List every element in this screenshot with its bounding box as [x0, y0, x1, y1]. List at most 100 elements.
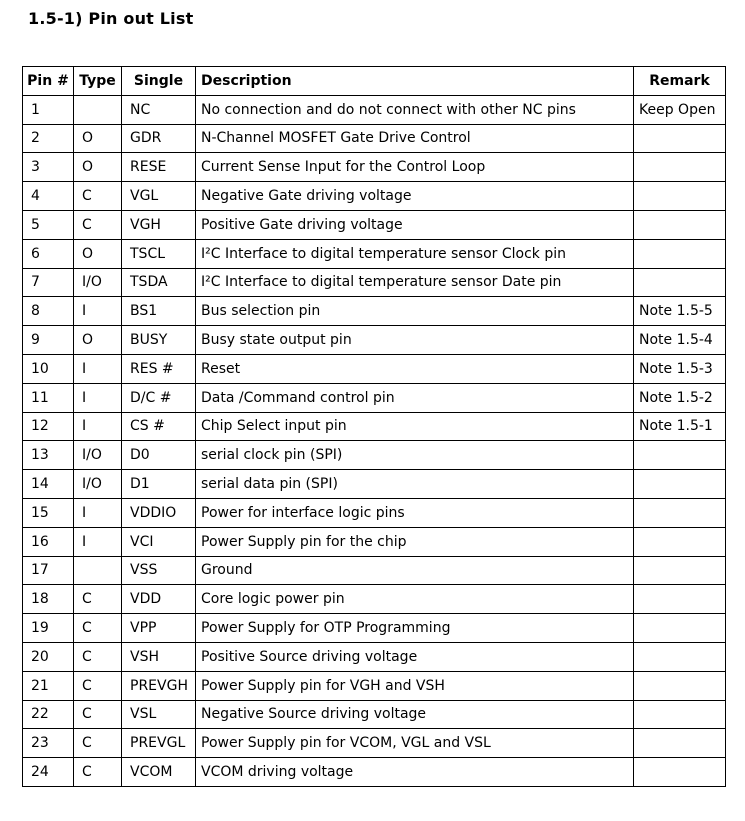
cell-single: NC	[121, 94, 196, 125]
cell-type	[73, 94, 122, 125]
cell-pin-number: 16	[22, 526, 74, 557]
cell-single: VCOM	[121, 757, 196, 787]
cell-pin-number: 11	[22, 382, 74, 413]
cell-single: VSH	[121, 641, 196, 672]
table-row: 22 C VSL Negative Source driving voltage	[22, 699, 726, 730]
cell-pin-number: 1	[22, 94, 74, 125]
cell-type: C	[73, 181, 122, 211]
cell-remark	[633, 757, 726, 787]
cell-pin-number: 20	[22, 641, 74, 672]
cell-description: Reset	[195, 353, 634, 384]
cell-single: VPP	[121, 613, 196, 643]
cell-pin-number: 8	[22, 296, 74, 327]
cell-single: VDD	[121, 584, 196, 615]
cell-description: Power Supply for OTP Programming	[195, 613, 634, 643]
cell-pin-number: 19	[22, 613, 74, 643]
table-row: 9 O BUSY Busy state output pin Note 1.5-…	[22, 325, 726, 355]
cell-pin-number: 7	[22, 267, 74, 298]
cell-remark	[633, 238, 726, 269]
cell-pin-number: 14	[22, 469, 74, 499]
cell-description: Ground	[195, 555, 634, 586]
header-pin-number: Pin #	[22, 66, 74, 96]
cell-type: I	[73, 526, 122, 557]
cell-single: D/C #	[121, 382, 196, 413]
cell-remark: Note 1.5-5	[633, 296, 726, 327]
cell-description: N-Channel MOSFET Gate Drive Control	[195, 123, 634, 154]
cell-type: I/O	[73, 440, 122, 471]
cell-remark: Note 1.5-2	[633, 382, 726, 413]
cell-type: C	[73, 699, 122, 730]
cell-pin-number: 6	[22, 238, 74, 269]
table-header-row: Pin # Type Single Description Remark	[22, 66, 726, 96]
table-row: 2 O GDR N-Channel MOSFET Gate Drive Cont…	[22, 123, 726, 154]
cell-remark	[633, 152, 726, 183]
cell-type: C	[73, 757, 122, 787]
cell-remark	[633, 584, 726, 615]
cell-description: I²C Interface to digital temperature sen…	[195, 238, 634, 269]
cell-remark	[633, 728, 726, 759]
cell-single: GDR	[121, 123, 196, 154]
cell-remark	[633, 497, 726, 528]
table-row: 18 C VDD Core logic power pin	[22, 584, 726, 615]
header-description: Description	[195, 66, 634, 96]
cell-description: Chip Select input pin	[195, 411, 634, 442]
cell-remark	[633, 123, 726, 154]
cell-description: Negative Source driving voltage	[195, 699, 634, 730]
cell-description: Core logic power pin	[195, 584, 634, 615]
cell-single: VGH	[121, 209, 196, 240]
cell-single: BS1	[121, 296, 196, 327]
cell-remark	[633, 699, 726, 730]
cell-type: I/O	[73, 469, 122, 499]
table-row: 17 VSS Ground	[22, 555, 726, 586]
cell-pin-number: 23	[22, 728, 74, 759]
cell-pin-number: 21	[22, 670, 74, 701]
cell-remark: Note 1.5-3	[633, 353, 726, 384]
cell-remark	[633, 209, 726, 240]
cell-pin-number: 24	[22, 757, 74, 787]
cell-description: Busy state output pin	[195, 325, 634, 355]
cell-single: VSS	[121, 555, 196, 586]
cell-type: C	[73, 209, 122, 240]
cell-type	[73, 555, 122, 586]
cell-description: Positive Source driving voltage	[195, 641, 634, 672]
cell-pin-number: 3	[22, 152, 74, 183]
table-row: 21 C PREVGH Power Supply pin for VGH and…	[22, 670, 726, 701]
cell-description: Data /Command control pin	[195, 382, 634, 413]
cell-remark: Note 1.5-1	[633, 411, 726, 442]
table-row: 16 I VCI Power Supply pin for the chip	[22, 526, 726, 557]
cell-single: TSDA	[121, 267, 196, 298]
cell-type: C	[73, 613, 122, 643]
cell-pin-number: 17	[22, 555, 74, 586]
table-row: 20 C VSH Positive Source driving voltage	[22, 641, 726, 672]
cell-description: VCOM driving voltage	[195, 757, 634, 787]
cell-type: O	[73, 238, 122, 269]
cell-description: serial clock pin (SPI)	[195, 440, 634, 471]
cell-pin-number: 22	[22, 699, 74, 730]
cell-pin-number: 10	[22, 353, 74, 384]
cell-description: I²C Interface to digital temperature sen…	[195, 267, 634, 298]
header-single: Single	[121, 66, 196, 96]
table-row: 4 C VGL Negative Gate driving voltage	[22, 181, 726, 211]
pin-table-body: 1 NC No connection and do not connect wi…	[22, 94, 726, 787]
cell-remark	[633, 440, 726, 471]
table-row: 6 O TSCL I²C Interface to digital temper…	[22, 238, 726, 269]
table-row: 8 I BS1 Bus selection pin Note 1.5-5	[22, 296, 726, 327]
cell-single: D0	[121, 440, 196, 471]
cell-description: Positive Gate driving voltage	[195, 209, 634, 240]
cell-type: I	[73, 411, 122, 442]
cell-single: RESE	[121, 152, 196, 183]
cell-description: No connection and do not connect with ot…	[195, 94, 634, 125]
cell-single: PREVGL	[121, 728, 196, 759]
cell-remark: Note 1.5-4	[633, 325, 726, 355]
table-row: 5 C VGH Positive Gate driving voltage	[22, 209, 726, 240]
table-row: 23 C PREVGL Power Supply pin for VCOM, V…	[22, 728, 726, 759]
cell-description: Power Supply pin for VCOM, VGL and VSL	[195, 728, 634, 759]
cell-pin-number: 18	[22, 584, 74, 615]
table-row: 1 NC No connection and do not connect wi…	[22, 94, 726, 125]
cell-remark	[633, 613, 726, 643]
cell-description: Power Supply pin for the chip	[195, 526, 634, 557]
cell-type: O	[73, 152, 122, 183]
cell-description: Power Supply pin for VGH and VSH	[195, 670, 634, 701]
cell-single: VGL	[121, 181, 196, 211]
